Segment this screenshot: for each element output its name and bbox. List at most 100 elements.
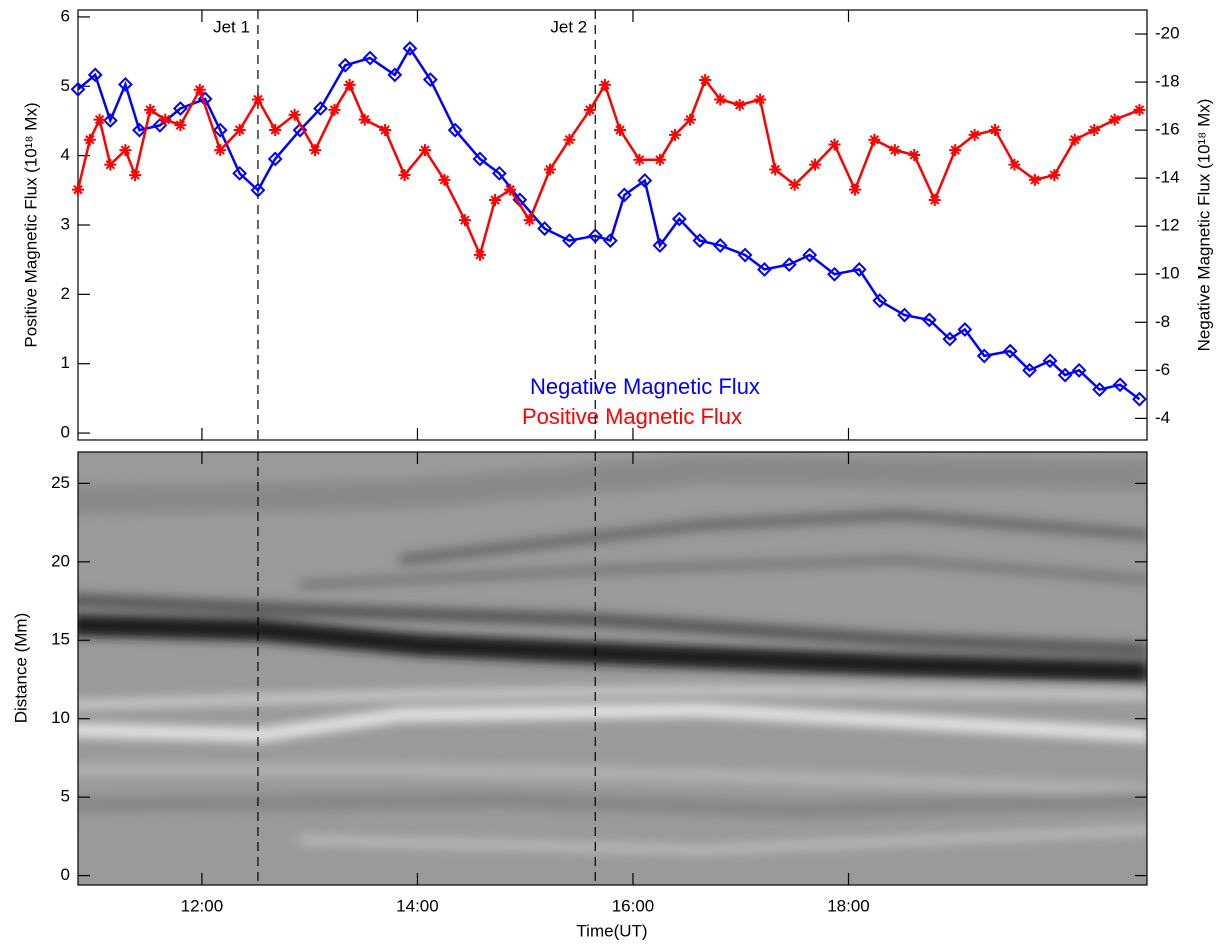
- data-point: [1057, 367, 1073, 383]
- data-point: [851, 262, 867, 277]
- data-point: [928, 194, 941, 207]
- data-point: [1002, 343, 1018, 359]
- data-point: [212, 122, 228, 138]
- jet-label: Jet 1: [213, 17, 250, 36]
- data-point: [653, 153, 666, 166]
- x-tick-label: 12:00: [181, 896, 224, 915]
- data-point: [102, 113, 118, 128]
- data-point: [72, 183, 84, 196]
- data-point: [921, 312, 937, 328]
- data-point: [472, 151, 488, 167]
- data-point: [491, 165, 507, 181]
- x-axis-label: Time(UT): [576, 921, 647, 940]
- data-point: [616, 187, 632, 203]
- data-point: [1088, 123, 1101, 136]
- data-point: [614, 123, 627, 136]
- data-point: [362, 50, 378, 66]
- data-point: [602, 233, 618, 249]
- y2-tick-label: -18: [1155, 72, 1180, 91]
- y-axis-label: Positive Magnetic Flux (10¹⁸ Mx): [21, 102, 40, 347]
- data-point: [684, 113, 697, 126]
- y2-tick-label: -6: [1155, 360, 1170, 379]
- data-point: [159, 113, 172, 126]
- data-point: [1132, 391, 1147, 407]
- y-axis-label: Distance (Mm): [11, 613, 30, 724]
- series-line: [77, 46, 1141, 401]
- data-point: [119, 144, 132, 157]
- y-tick-label: 4: [61, 145, 70, 164]
- data-point: [402, 41, 418, 56]
- data-point: [757, 262, 772, 277]
- y-tick-label: 20: [51, 551, 70, 570]
- data-point: [561, 233, 577, 249]
- data-point: [563, 133, 576, 146]
- y-tick-label: 15: [51, 630, 70, 649]
- data-point: [309, 144, 322, 157]
- y-tick-label: 0: [61, 423, 70, 442]
- data-point: [523, 214, 536, 227]
- data-point: [637, 173, 653, 188]
- data-point: [669, 128, 682, 141]
- data-point: [957, 322, 973, 337]
- y-tick-label: 25: [51, 473, 70, 492]
- data-point: [144, 103, 157, 116]
- data-point: [781, 257, 797, 273]
- data-point: [754, 93, 767, 106]
- data-point: [537, 221, 553, 237]
- data-point: [251, 93, 264, 106]
- y-tick-label: 5: [61, 787, 70, 806]
- legend-entry: Negative Magnetic Flux: [530, 374, 760, 399]
- data-point: [504, 183, 517, 196]
- data-point: [1008, 158, 1021, 171]
- data-point: [809, 158, 822, 171]
- data-point: [1133, 103, 1146, 116]
- data-point: [1048, 169, 1061, 182]
- legend-entry: Positive Magnetic Flux: [522, 404, 742, 429]
- data-point: [1092, 382, 1107, 397]
- data-point: [543, 163, 556, 176]
- data-point: [174, 119, 187, 132]
- y2-tick-label: -10: [1155, 264, 1180, 283]
- data-point: [949, 144, 962, 157]
- data-point: [1112, 377, 1128, 393]
- data-point: [769, 163, 782, 176]
- data-point: [328, 103, 341, 116]
- data-point: [1028, 173, 1041, 186]
- data-point: [288, 108, 301, 121]
- y-tick-label: 5: [61, 76, 70, 95]
- data-point: [233, 123, 246, 136]
- data-point: [968, 128, 981, 141]
- data-point: [214, 144, 227, 157]
- data-point: [908, 148, 921, 161]
- data-point: [671, 211, 687, 227]
- series: [72, 74, 1146, 261]
- y-tick-label: 0: [61, 865, 70, 884]
- data-point: [1042, 353, 1058, 369]
- data-point: [989, 123, 1002, 136]
- data-point: [422, 72, 438, 88]
- data-point: [942, 331, 958, 347]
- data-point: [633, 153, 646, 166]
- y-tick-label: 10: [51, 708, 70, 727]
- y-tick-label: 2: [61, 284, 70, 303]
- data-point: [897, 307, 912, 323]
- y2-tick-label: -20: [1155, 24, 1180, 43]
- data-point: [489, 194, 502, 207]
- data-point: [132, 122, 147, 138]
- jet-label: Jet 2: [550, 17, 587, 36]
- data-point: [714, 93, 727, 106]
- y2-tick-label: -4: [1155, 408, 1170, 427]
- y2-tick-label: -16: [1155, 120, 1180, 139]
- y2-tick-label: -14: [1155, 168, 1180, 187]
- y-tick-label: 1: [61, 353, 70, 372]
- data-point: [1108, 113, 1121, 126]
- x-tick-label: 14:00: [396, 896, 439, 915]
- data-point: [828, 138, 841, 151]
- data-point: [387, 67, 403, 83]
- data-point: [458, 214, 471, 227]
- data-point: [193, 83, 206, 96]
- data-point: [83, 133, 96, 146]
- data-point: [292, 122, 308, 138]
- data-point: [232, 165, 248, 181]
- data-point: [888, 144, 901, 157]
